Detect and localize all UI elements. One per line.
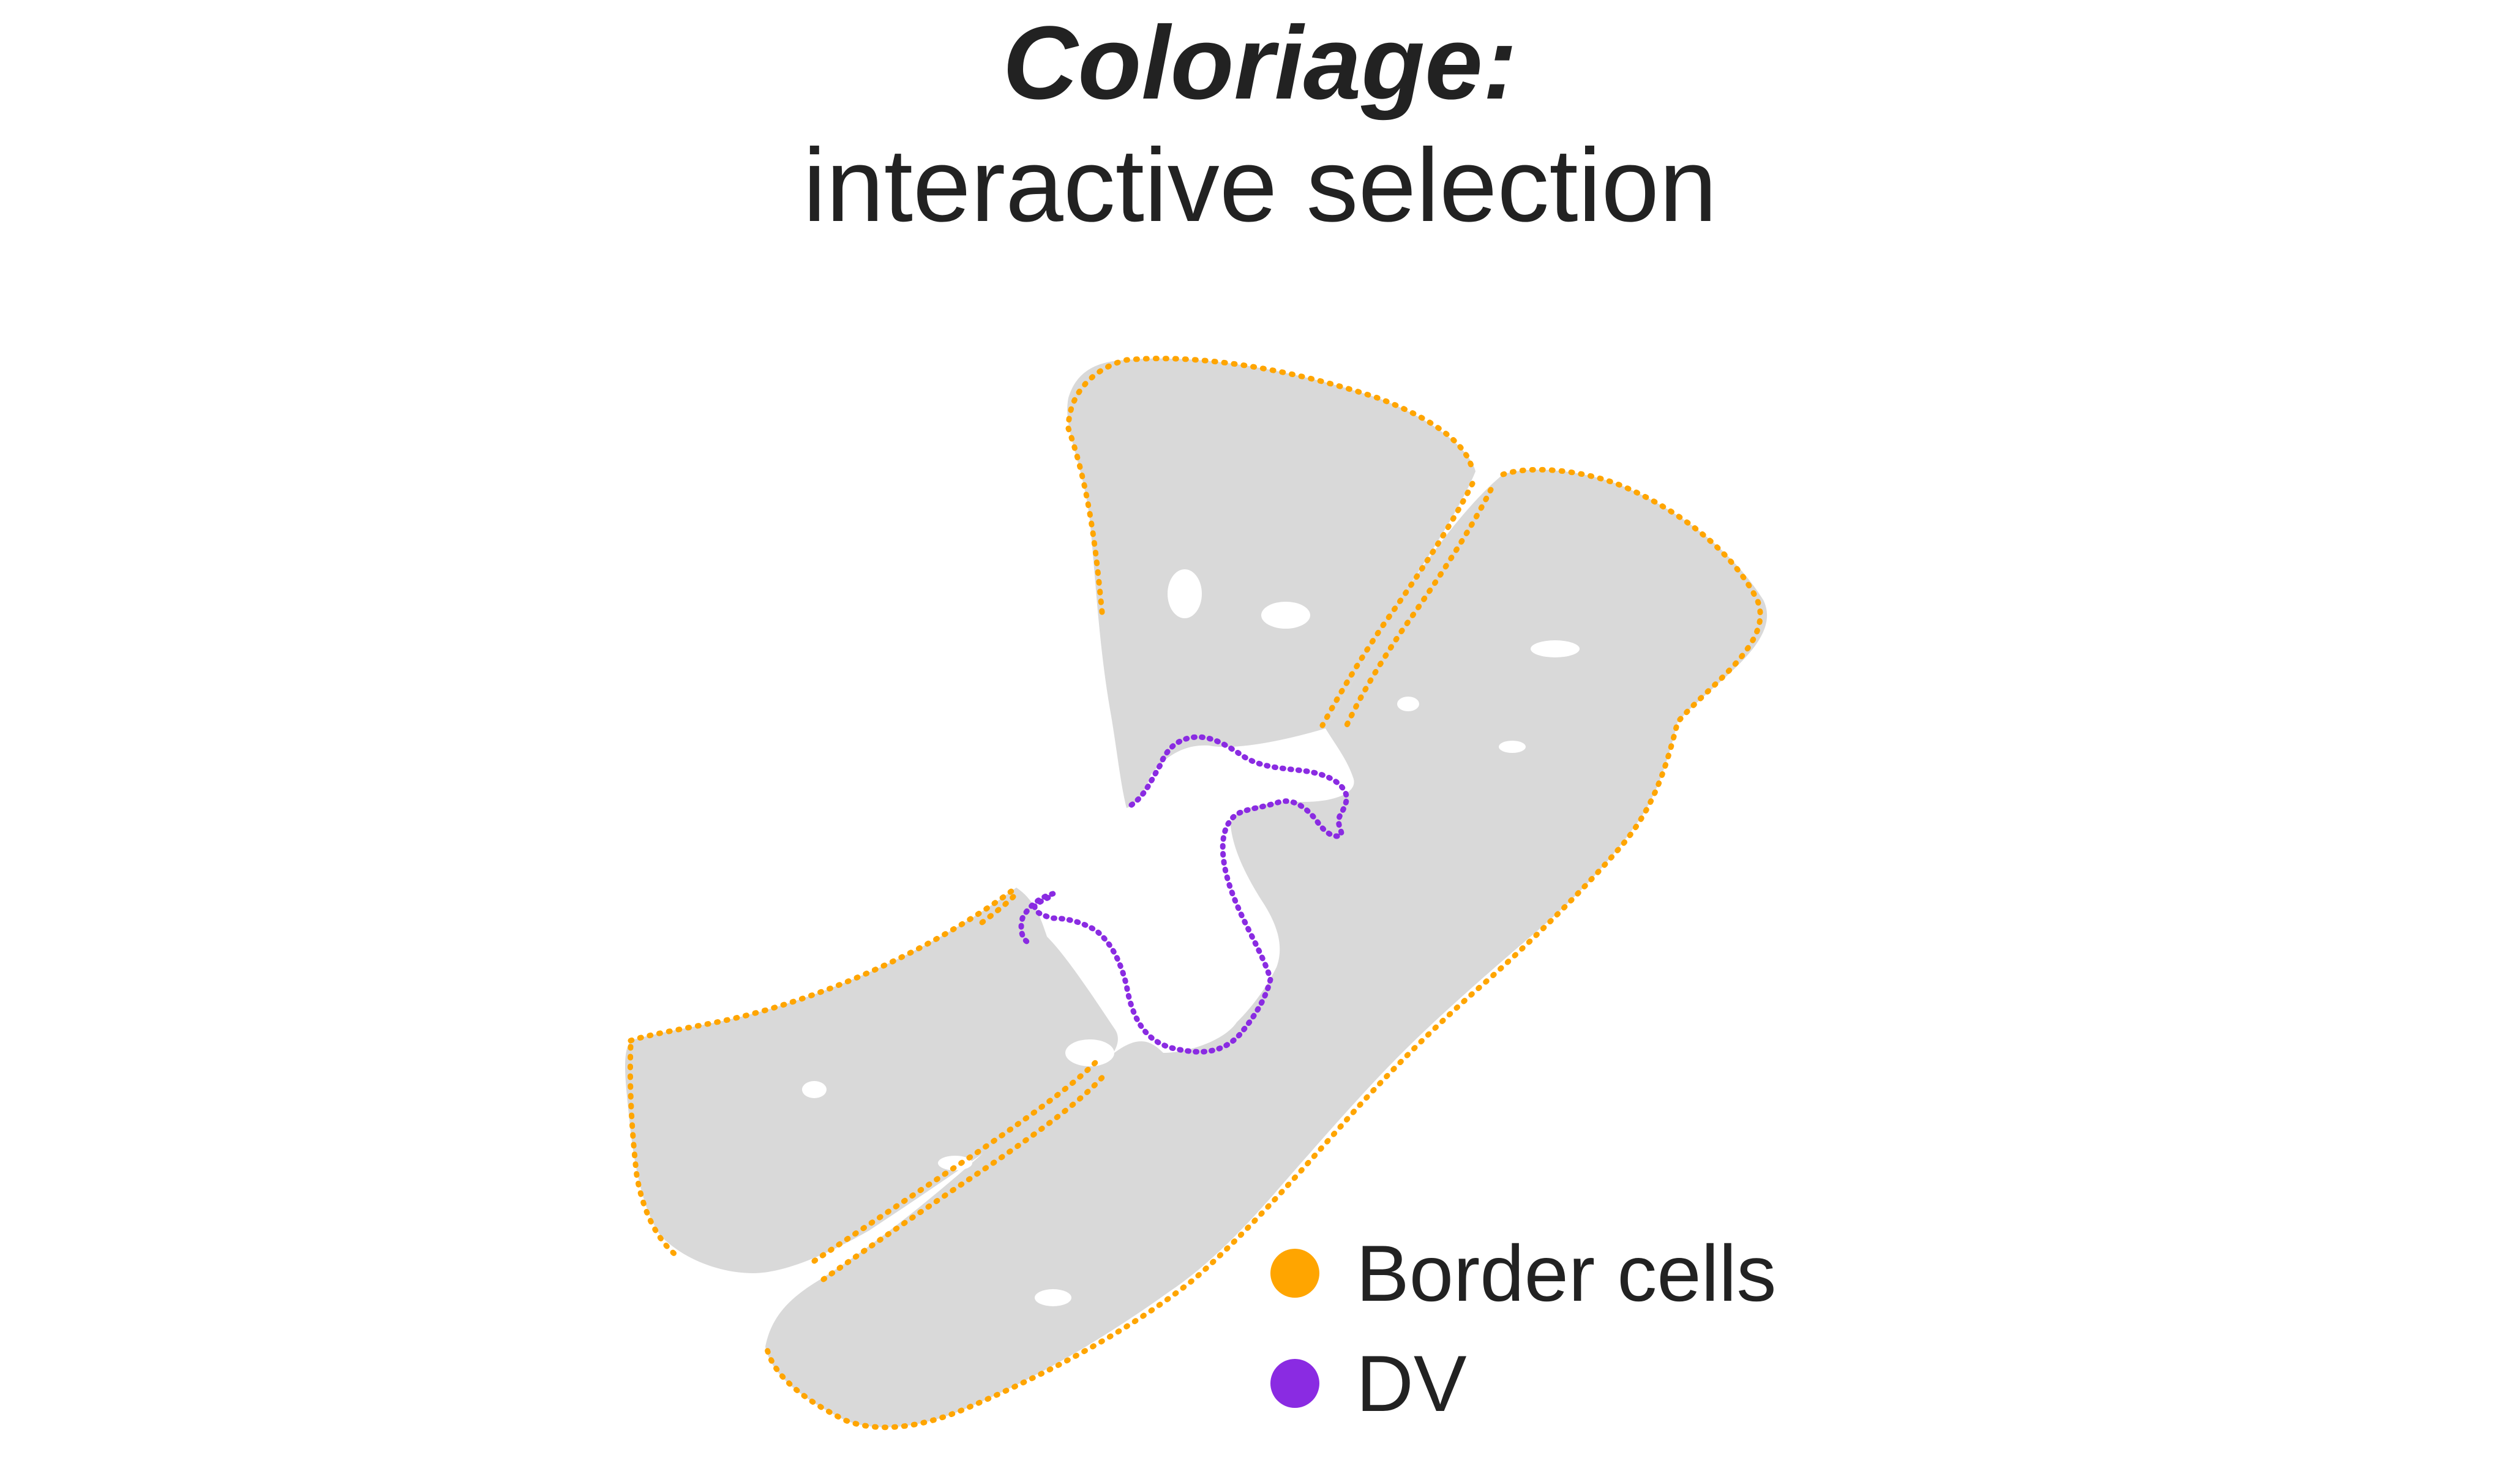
legend-item-border-cells[interactable]: Border cells <box>1270 1218 1776 1328</box>
border-cells-cleft-lower <box>1341 487 1494 735</box>
dv-cells <box>1018 734 1349 1055</box>
legend-label-border-cells: Border cells <box>1356 1229 1777 1318</box>
legend-swatch-border-cells <box>1270 1249 1319 1298</box>
border-cells-left-outer <box>628 885 1019 1044</box>
border-cells <box>628 356 1763 1431</box>
border-cells-cleft-bottom-b <box>820 1071 1108 1282</box>
border-cells-stub <box>977 894 1016 927</box>
legend-item-dv[interactable]: DV <box>1270 1328 1776 1438</box>
figure-title: Coloriage: <box>1002 5 1518 121</box>
border-cells-upper-lobe <box>1065 356 1476 615</box>
figure-subtitle: interactive selection <box>803 127 1717 244</box>
border-cells-left-side <box>628 1044 683 1261</box>
dv-boundary <box>1018 734 1349 1055</box>
legend-swatch-dv <box>1270 1359 1319 1408</box>
border-cells-cleft-upper <box>1319 481 1476 728</box>
left-lobe <box>625 888 1118 1273</box>
tissue-holes <box>802 569 1629 1306</box>
border-cells-cleft-bottom-a <box>811 1059 1099 1264</box>
legend-label-dv: DV <box>1356 1339 1467 1428</box>
border-cells-main-outer <box>763 466 1763 1431</box>
main-lobe <box>765 470 1768 1427</box>
upper-lobe <box>1067 358 1476 808</box>
legend: Border cells DV <box>1270 1218 1776 1438</box>
